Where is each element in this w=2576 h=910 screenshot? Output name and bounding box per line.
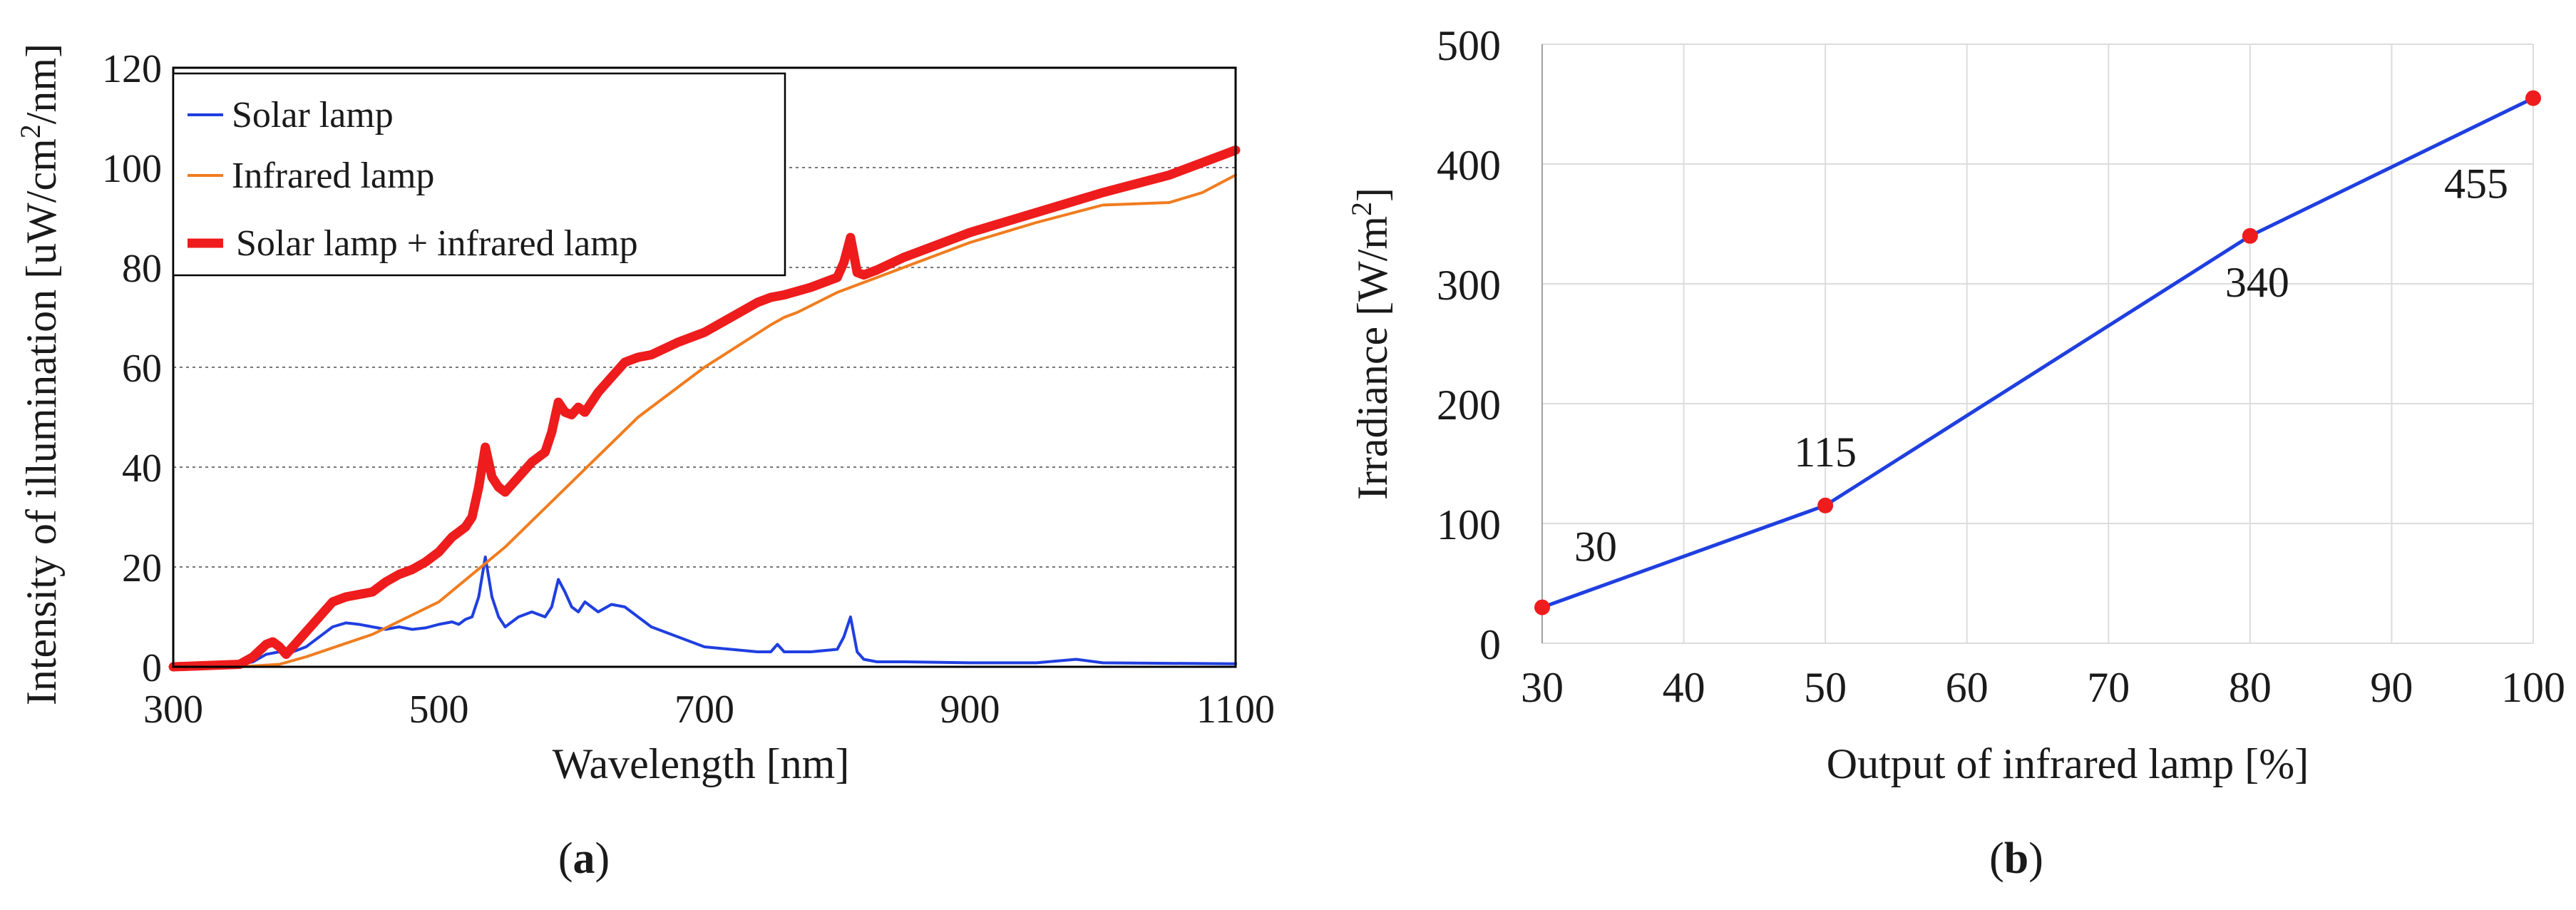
legend-box: [172, 72, 786, 277]
data-point-100: [2525, 90, 2541, 106]
data-label-115: 115: [1794, 429, 1857, 476]
panel-b-caption: (b): [1989, 834, 2043, 883]
y-tick-label-60: 60: [122, 347, 162, 391]
x-tick-label-90: 90: [2370, 664, 2413, 711]
panel-a-y-axis-label: Intensity of illumination [uW/cm2/nm]: [14, 44, 65, 705]
panel-b-series-line: [1541, 96, 2535, 609]
panel-a-plot-frame: [172, 66, 1237, 668]
panel-a-x-tick-labels: 300 500 700 900 1100: [143, 687, 1275, 732]
panel-b-y-axis-label: Irradiance [W/m2]: [1345, 188, 1396, 500]
data-label-455: 455: [2444, 160, 2508, 208]
panel-b-data-labels: 30 115 340 455: [1574, 160, 2508, 571]
y-tick-label-100: 100: [1437, 501, 1501, 548]
series-line-solar-lamp: [172, 556, 1237, 668]
panel-a-x-axis-label: Wavelength [nm]: [553, 740, 850, 787]
panel-a-caption: (a): [558, 834, 610, 883]
x-tick-label-30: 30: [1521, 664, 1564, 711]
x-tick-label-100: 100: [2501, 664, 2565, 711]
x-tick-label-70: 70: [2087, 664, 2130, 711]
y-tick-label-20: 20: [122, 546, 162, 591]
data-label-30: 30: [1574, 523, 1617, 571]
panel-b-x-axis-label: Output of infrared lamp [%]: [1827, 740, 2309, 787]
x-tick-label-50: 50: [1804, 664, 1847, 711]
x-tick-label-700: 700: [674, 687, 734, 732]
x-tick-label-60: 60: [1946, 664, 1989, 711]
x-tick-label-500: 500: [409, 687, 469, 732]
panel-b-data-points: [1534, 90, 2541, 615]
x-tick-label-80: 80: [2229, 664, 2272, 711]
panel-b-gridlines: [1541, 44, 2534, 644]
data-point-50: [1817, 497, 1834, 513]
panel-a-legend: Solar lamp Infrared lamp Solar lamp + in…: [172, 72, 786, 277]
panel-b-x-tick-labels: 30 40 50 60 70 80 90 100: [1521, 664, 2565, 711]
y-tick-label-120: 120: [102, 47, 162, 91]
panel-a-y-tick-labels: 0 20 40 60 80 100 120: [102, 47, 162, 690]
y-tick-label-0: 0: [1479, 621, 1501, 668]
x-tick-label-1100: 1100: [1196, 687, 1275, 732]
panel-a-spectrum-chart: 0 20 40 60 80 100 120 300 500 700 900 1100 Wavelen…: [14, 44, 1275, 883]
y-tick-label-80: 80: [122, 247, 162, 291]
data-point-80: [2242, 228, 2258, 244]
legend-label-solar-lamp: Solar lamp: [232, 95, 394, 136]
x-tick-label-40: 40: [1663, 664, 1705, 711]
y-tick-label-500: 500: [1437, 22, 1501, 69]
y-tick-label-40: 40: [122, 446, 162, 491]
series-line-infrared-lamp: [172, 173, 1237, 668]
y-tick-label-300: 300: [1437, 262, 1501, 309]
data-point-30: [1534, 599, 1550, 615]
y-tick-label-400: 400: [1437, 142, 1501, 189]
series-line-solar-plus-infrared: [168, 145, 1241, 672]
x-tick-label-900: 900: [940, 687, 1000, 732]
y-tick-label-100: 100: [102, 147, 162, 191]
x-tick-label-300: 300: [143, 687, 203, 732]
panel-a-series: [168, 145, 1241, 672]
panel-b-y-tick-labels: 0 100 200 300 400 500: [1437, 22, 1501, 668]
y-tick-label-200: 200: [1437, 382, 1501, 429]
data-label-340: 340: [2225, 259, 2289, 306]
legend-label-infrared-lamp: Infrared lamp: [232, 155, 434, 196]
panel-b-irradiance-chart: 30 115 340 455 0 100 200 300 400 500 30 40 50 60 70 8…: [1345, 22, 2565, 883]
legend-label-solar-plus-infrared: Solar lamp + infrared lamp: [236, 223, 638, 264]
y-tick-label-0: 0: [142, 646, 162, 690]
